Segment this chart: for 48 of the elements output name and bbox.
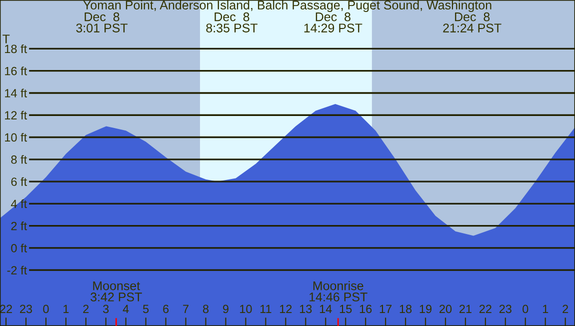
x-tick-label: 8 [202,304,209,314]
y-tick-label: 2 ft [11,222,27,230]
y-tick-label: 18 ft [5,44,27,54]
x-tick-label: 0 [522,304,528,314]
x-tick-label: 10 [240,304,252,314]
x-tick-label: 12 [280,304,292,314]
x-tick-label: 1 [64,304,69,314]
x-tick-label: 19 [420,304,432,314]
x-tick-label: 5 [143,304,149,314]
annotation: Dec 8 8:35 PST [206,12,258,32]
x-tick-label: 1 [542,304,548,314]
x-tick-label: 14 [320,304,332,314]
chart-title: Yoman Point, Anderson Island, Balch Passage, Puget Sound, Washington [83,0,492,12]
x-tick-label: 2 [83,304,89,314]
x-tick-label: 15 [340,304,352,314]
annotation: Dec 8 21:24 PST [443,12,502,32]
y-tick-label: -2 ft [7,266,27,274]
y-tick-label: 8 ft [11,155,27,164]
y-tick-label: 16 ft [5,66,27,76]
x-tick-label: 22 [479,304,492,314]
x-tick-label: 6 [163,304,169,314]
x-tick-label: 13 [300,304,312,314]
x-tick-label: 9 [223,304,228,314]
x-tick-label: 20 [440,304,452,314]
y-tick-label: 12 ft [5,110,27,120]
y-tick-label: 10 ft [5,133,27,142]
y-tick-label: 6 ft [11,177,27,186]
annotation: Dec 8 3:01 PST [76,12,128,32]
annotation: Moonrise 14:46 PST [310,281,368,302]
annotation: T [2,34,10,44]
x-tick-label: 23 [499,304,512,314]
x-tick-label: 3 [103,304,109,314]
annotation: Dec 8 14:29 PST [304,12,362,32]
y-tick-label: 0 ft [11,244,27,252]
annotation: Moonset 3:42 PST [90,281,142,302]
x-tick-label: 22 [0,304,12,314]
x-tick-label: 17 [380,304,392,314]
x-tick-label: 16 [360,304,372,314]
x-tick-label: 7 [183,304,188,314]
x-tick-label: 4 [122,304,129,314]
x-tick-label: 21 [459,304,472,314]
x-tick-label: 11 [260,304,272,314]
x-tick-label: 2 [562,304,568,314]
x-tick-label: 18 [400,304,412,314]
x-tick-label: 0 [43,304,49,314]
y-tick-label: 4 ft [10,199,27,208]
x-tick-label: 23 [20,304,32,314]
y-tick-label: 14 ft [5,88,27,98]
